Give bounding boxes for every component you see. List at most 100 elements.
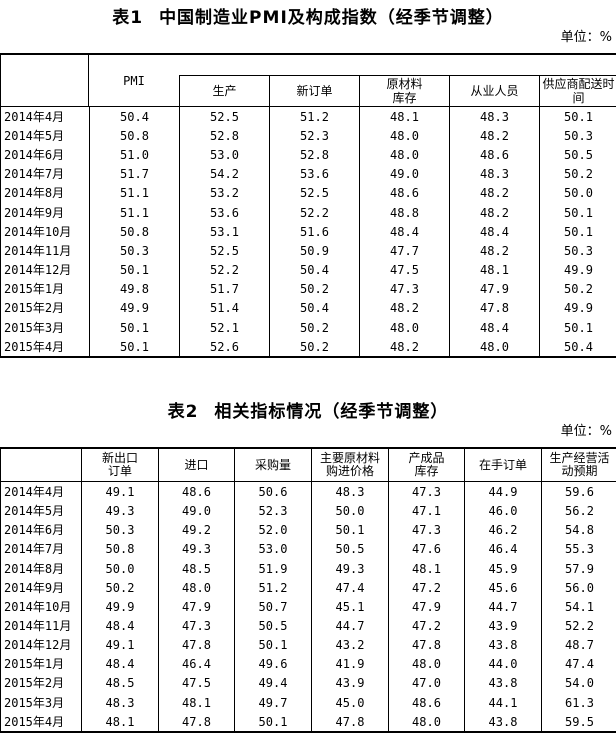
value-cell: 54.0 xyxy=(541,673,616,693)
value-cell: 43.9 xyxy=(311,673,388,693)
table-row: 2014年11月 48.4 47.3 50.5 44.7 47.2 43.9 52.2 xyxy=(1,616,616,636)
table1-title-tag: 表1 xyxy=(112,8,144,28)
value-cell: 48.8 xyxy=(359,202,449,223)
value-cell: 51.6 xyxy=(269,222,359,242)
table-row: 2014年5月 50.8 52.8 52.3 48.0 48.2 50.3 xyxy=(1,126,616,146)
value-cell: 48.0 xyxy=(449,337,539,357)
value-cell: 50.3 xyxy=(81,520,158,540)
value-cell: 48.2 xyxy=(449,241,539,261)
value-cell: 54.8 xyxy=(541,520,616,540)
value-cell: 48.6 xyxy=(359,183,449,203)
value-cell: 43.2 xyxy=(311,635,388,655)
related-indicators-table-header: 新出口 订单 进口 采购量 主要原材料 购进价格 产成品 库存 在手订单 生产经… xyxy=(1,449,616,483)
value-cell: 44.7 xyxy=(464,597,541,617)
table-row: 2014年12月 50.1 52.2 50.4 47.5 48.1 49.9 xyxy=(1,260,616,280)
value-cell: 47.5 xyxy=(158,673,234,693)
value-cell: 50.6 xyxy=(234,482,311,502)
value-cell: 50.0 xyxy=(311,501,388,521)
table-row: 2014年11月 50.3 52.5 50.9 47.7 48.2 50.3 xyxy=(1,241,616,261)
value-cell: 44.0 xyxy=(464,654,541,674)
value-cell: 51.9 xyxy=(234,559,311,579)
value-cell: 47.6 xyxy=(388,539,464,559)
value-cell: 47.8 xyxy=(158,635,234,655)
value-cell: 43.8 xyxy=(464,712,541,732)
value-cell: 47.3 xyxy=(388,520,464,540)
value-cell: 47.1 xyxy=(388,501,464,521)
value-cell: 49.9 xyxy=(89,298,179,319)
value-cell: 48.4 xyxy=(81,616,158,636)
value-cell: 54.2 xyxy=(179,164,269,184)
value-cell: 47.5 xyxy=(359,260,449,280)
table1-section: 表1 中国制造业PMI及构成指数（经季节调整） 单位：% PMI 生产 新订单 原… xyxy=(0,0,616,359)
table2-header-purchasing-volume: 采购量 xyxy=(234,449,311,482)
table1-subheader-row: 生产 新订单 原材料 库存 从业人员 供应商配送时 间 xyxy=(179,75,616,106)
value-cell: 50.1 xyxy=(311,520,388,540)
value-cell: 43.8 xyxy=(464,673,541,693)
pmi-table-body: 2014年4月 50.4 52.5 51.2 48.1 48.3 50.1 2014年5月 50… xyxy=(1,107,616,357)
value-cell: 48.0 xyxy=(388,654,464,674)
value-cell: 43.8 xyxy=(464,635,541,655)
value-cell: 51.0 xyxy=(89,145,179,165)
value-cell: 50.4 xyxy=(269,260,359,280)
row-label-cell: 2014年7月 xyxy=(4,542,65,557)
value-cell: 50.9 xyxy=(269,241,359,261)
value-cell: 57.9 xyxy=(541,559,616,579)
row-label-cell: 2015年4月 xyxy=(4,714,65,729)
value-cell: 52.8 xyxy=(179,126,269,146)
value-cell: 50.3 xyxy=(539,126,616,146)
value-cell: 45.1 xyxy=(311,597,388,617)
value-cell: 50.1 xyxy=(539,202,616,223)
row-label-cell: 2014年5月 xyxy=(4,128,65,143)
table1-header-employment: 从业人员 xyxy=(449,76,539,106)
value-cell: 50.2 xyxy=(539,279,616,299)
row-label-cell: 2014年12月 xyxy=(4,638,72,653)
value-cell: 47.9 xyxy=(449,279,539,299)
value-cell: 47.0 xyxy=(388,673,464,693)
table2-title-text: 相关指标情况（经季节调整） xyxy=(214,402,449,423)
table2-header-new-export-orders: 新出口 订单 xyxy=(81,449,158,482)
value-cell: 48.0 xyxy=(158,578,234,598)
value-cell: 54.1 xyxy=(541,597,616,617)
table-row: 2015年3月 48.3 48.1 49.7 45.0 48.6 44.1 61.3 xyxy=(1,692,616,713)
value-cell: 48.4 xyxy=(359,222,449,242)
value-cell: 59.5 xyxy=(541,712,616,732)
value-cell: 52.8 xyxy=(269,145,359,165)
table2-title-tag: 表2 xyxy=(167,402,199,423)
value-cell: 50.8 xyxy=(81,539,158,559)
value-cell: 52.3 xyxy=(269,126,359,146)
table-row: 2014年5月 49.3 49.0 52.3 50.0 47.1 46.0 56.2 xyxy=(1,501,616,521)
table2-section: 表2 相关指标情况（经季节调整） 单位：% 新出口 订单 进口 采购量 主要原材料… xyxy=(0,394,616,734)
value-cell: 49.9 xyxy=(539,260,616,280)
table2-title: 表2 相关指标情况（经季节调整） xyxy=(0,394,616,423)
table1-header-pmi: PMI xyxy=(123,73,145,88)
value-cell: 52.2 xyxy=(269,202,359,223)
value-cell: 48.1 xyxy=(359,107,449,127)
table2-corner-cell xyxy=(1,449,81,481)
value-cell: 50.7 xyxy=(234,597,311,617)
value-cell: 45.6 xyxy=(464,578,541,598)
value-cell: 53.0 xyxy=(234,539,311,559)
pmi-table: PMI 生产 新订单 原材料 库存 从业人员 供应商配送时 间 2014年4月 5… xyxy=(0,53,616,359)
value-cell: 52.2 xyxy=(541,616,616,636)
value-cell: 52.5 xyxy=(179,241,269,261)
value-cell: 50.1 xyxy=(89,318,179,338)
value-cell: 47.3 xyxy=(158,616,234,636)
table1-title: 表1 中国制造业PMI及构成指数（经季节调整） xyxy=(0,0,616,29)
value-cell: 49.2 xyxy=(158,520,234,540)
related-indicators-table: 新出口 订单 进口 采购量 主要原材料 购进价格 产成品 库存 在手订单 生产经… xyxy=(0,447,616,734)
row-label-cell: 2014年10月 xyxy=(4,224,72,239)
table2-header-finished-goods-inventory: 产成品 库存 xyxy=(388,449,464,482)
table-row: 2014年4月 49.1 48.6 50.6 48.3 47.3 44.9 59.6 xyxy=(1,482,616,502)
value-cell: 47.4 xyxy=(541,654,616,674)
value-cell: 48.2 xyxy=(449,202,539,223)
value-cell: 46.0 xyxy=(464,501,541,521)
table1-title-text: 中国制造业PMI及构成指数（经季节调整） xyxy=(159,8,504,28)
table-row: 2015年4月 50.1 52.6 50.2 48.2 48.0 50.4 xyxy=(1,337,616,357)
table-row: 2014年4月 50.4 52.5 51.2 48.1 48.3 50.1 xyxy=(1,107,616,127)
table-row: 2015年2月 49.9 51.4 50.4 48.2 47.8 49.9 xyxy=(1,298,616,319)
value-cell: 61.3 xyxy=(541,692,616,713)
row-label-cell: 2014年4月 xyxy=(4,109,65,124)
value-cell: 53.0 xyxy=(179,145,269,165)
value-cell: 48.3 xyxy=(449,107,539,127)
